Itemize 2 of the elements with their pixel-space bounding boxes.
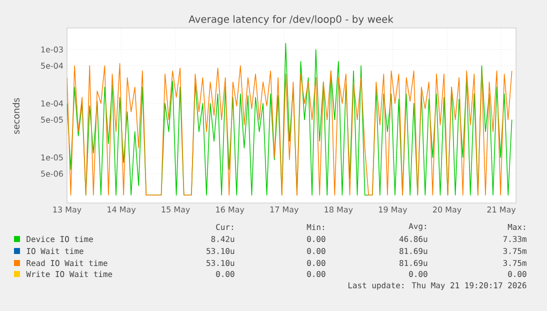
y-axis-title: seconds: [12, 98, 20, 134]
chart-title: Average latency for /dev/loop0 - by week: [188, 15, 394, 25]
